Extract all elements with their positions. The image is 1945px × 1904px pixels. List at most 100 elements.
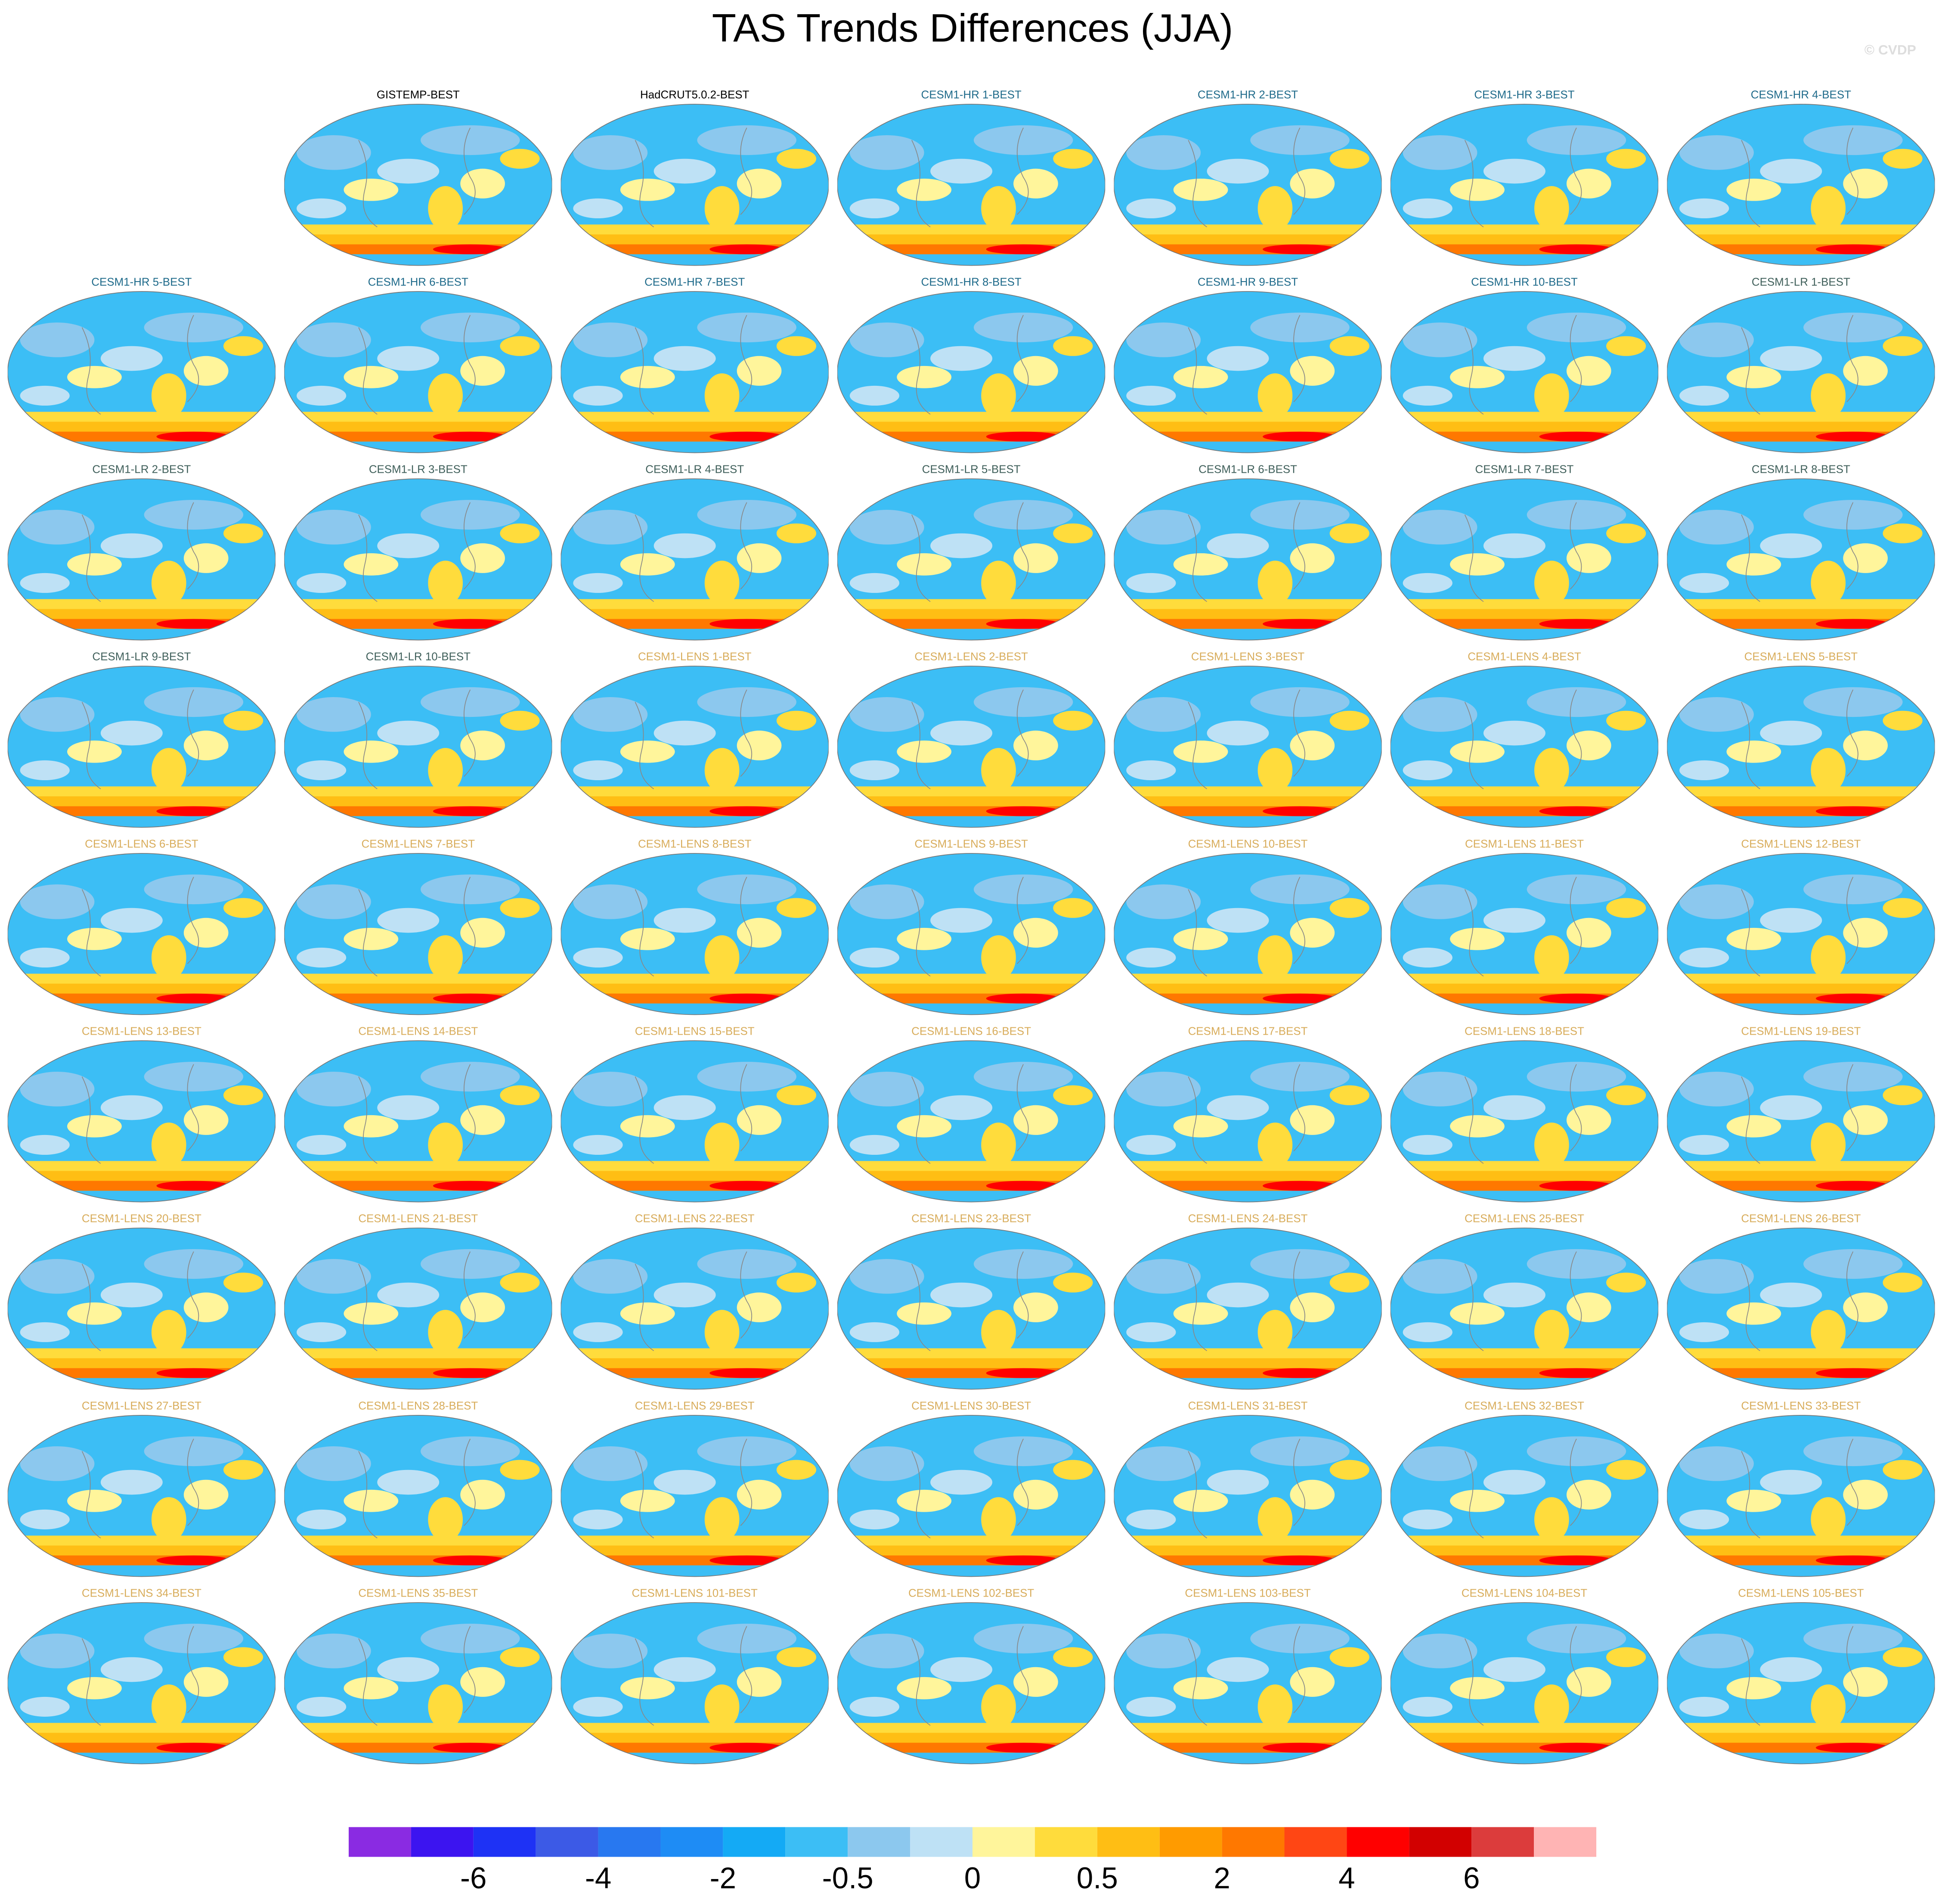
panel-title: CESM1-LENS 34-BEST [82, 1588, 201, 1600]
colorbar-label: -0.5 [822, 1861, 873, 1895]
panel-title: CESM1-LENS 12-BEST [1741, 838, 1861, 850]
map-panel [837, 290, 1105, 454]
panel-title: CESM1-LENS 19-BEST [1741, 1026, 1861, 1038]
panel-title: CESM1-LENS 1-BEST [638, 651, 752, 663]
map-panel [561, 290, 829, 454]
panel-title: CESM1-HR 5-BEST [91, 276, 192, 288]
map-panel [284, 1414, 552, 1578]
panel-title: CESM1-LENS 23-BEST [911, 1213, 1031, 1225]
panel-title: CESM1-LR 3-BEST [369, 464, 468, 476]
colorbar-box [1534, 1827, 1597, 1857]
map-panel [8, 1039, 276, 1203]
map-panel [1114, 852, 1381, 1016]
map-panel [1391, 103, 1658, 267]
panel-title: CESM1-HR 9-BEST [1198, 276, 1298, 288]
map-panel [284, 1227, 552, 1390]
panel-title: CESM1-LENS 21-BEST [358, 1213, 478, 1225]
panel-title: CESM1-LENS 30-BEST [911, 1400, 1031, 1412]
panel-title: CESM1-HR 4-BEST [1751, 89, 1851, 101]
panel-title: CESM1-LR 6-BEST [1199, 464, 1297, 476]
panel-title: CESM1-LR 7-BEST [1475, 464, 1573, 476]
panel-title: CESM1-LENS 13-BEST [82, 1026, 201, 1038]
map-panel [561, 665, 829, 828]
panel-title: CESM1-LENS 9-BEST [914, 838, 1028, 850]
panel-title: CESM1-LR 10-BEST [366, 651, 471, 663]
colorbar-box [848, 1827, 911, 1857]
map-panel [561, 1414, 829, 1578]
map-panel [1667, 1227, 1935, 1390]
map-panel [1391, 478, 1658, 641]
panel-title: CESM1-LENS 29-BEST [635, 1400, 755, 1412]
map-panel [837, 1601, 1105, 1765]
map-panel [561, 1039, 829, 1203]
map-panel [561, 1601, 829, 1765]
panel-title: GISTEMP-BEST [377, 89, 460, 101]
map-panel [1391, 1601, 1658, 1765]
panel-title: CESM1-LENS 8-BEST [638, 838, 752, 850]
panel-title: CESM1-LENS 4-BEST [1468, 651, 1581, 663]
map-panel [8, 1601, 276, 1765]
map-panel [561, 478, 829, 641]
map-panel [1114, 1414, 1381, 1578]
colorbar-box [536, 1827, 598, 1857]
colorbar-box [1409, 1827, 1472, 1857]
colorbar-box [473, 1827, 536, 1857]
colorbar-box [598, 1827, 661, 1857]
map-panel [1667, 478, 1935, 641]
panel-title: CESM1-LENS 105-BEST [1738, 1588, 1864, 1600]
panel-title: CESM1-LENS 11-BEST [1465, 838, 1584, 850]
map-panel [1391, 852, 1658, 1016]
panel-title: CESM1-LENS 103-BEST [1185, 1588, 1310, 1600]
panel-title: CESM1-HR 7-BEST [644, 276, 745, 288]
map-panel [8, 665, 276, 828]
panel-title: CESM1-LENS 16-BEST [911, 1026, 1031, 1038]
colorbar-box [972, 1827, 1035, 1857]
panel-title: CESM1-LENS 102-BEST [908, 1588, 1034, 1600]
panel-title: CESM1-HR 8-BEST [921, 276, 1022, 288]
map-panel [1667, 665, 1935, 828]
map-panel [1391, 665, 1658, 828]
map-panel [1667, 1414, 1935, 1578]
map-panel [1114, 665, 1381, 828]
map-panel [1667, 1601, 1935, 1765]
panel-title: CESM1-LENS 22-BEST [635, 1213, 755, 1225]
panel-title: CESM1-LR 9-BEST [92, 651, 191, 663]
map-panel [284, 852, 552, 1016]
panel-title: CESM1-HR 10-BEST [1471, 276, 1578, 288]
map-panel [837, 852, 1105, 1016]
panel-title: CESM1-LENS 2-BEST [914, 651, 1028, 663]
map-panel [561, 103, 829, 267]
panel-title: CESM1-LENS 28-BEST [358, 1400, 478, 1412]
map-panel [837, 478, 1105, 641]
map-panel [1114, 290, 1381, 454]
panel-title: CESM1-LR 2-BEST [92, 464, 191, 476]
panel-title: CESM1-LENS 17-BEST [1188, 1026, 1308, 1038]
map-panel [837, 1414, 1105, 1578]
colorbar-box [660, 1827, 723, 1857]
colorbar-label: 2 [1214, 1861, 1230, 1895]
map-panel [1667, 290, 1935, 454]
map-panel [1114, 103, 1381, 267]
panel-title: CESM1-LENS 18-BEST [1465, 1026, 1584, 1038]
map-panel [284, 1039, 552, 1203]
watermark: © CVDP [1864, 42, 1916, 57]
colorbar-label: -6 [460, 1861, 486, 1895]
panel-title: CESM1-LENS 10-BEST [1188, 838, 1308, 850]
colorbar-box [1471, 1827, 1534, 1857]
colorbar-box [785, 1827, 848, 1857]
panel-title: CESM1-LENS 32-BEST [1465, 1400, 1584, 1412]
colorbar-box [1284, 1827, 1347, 1857]
colorbar-label: -2 [710, 1861, 736, 1895]
panel-title: CESM1-LENS 15-BEST [635, 1026, 755, 1038]
panel-title: CESM1-LR 5-BEST [922, 464, 1021, 476]
map-panel [284, 478, 552, 641]
map-panel [1667, 852, 1935, 1016]
panel-title: CESM1-LENS 3-BEST [1191, 651, 1305, 663]
map-panel [284, 1601, 552, 1765]
map-panel [837, 1227, 1105, 1390]
panel-title: CESM1-LR 8-BEST [1752, 464, 1850, 476]
panel-title: CESM1-LR 1-BEST [1752, 276, 1850, 288]
panel-title: CESM1-LENS 6-BEST [85, 838, 198, 850]
map-panel [284, 290, 552, 454]
